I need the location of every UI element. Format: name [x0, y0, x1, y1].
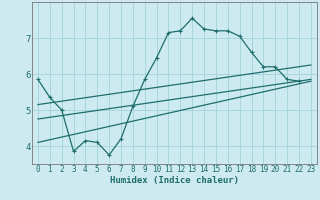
X-axis label: Humidex (Indice chaleur): Humidex (Indice chaleur) — [110, 176, 239, 185]
